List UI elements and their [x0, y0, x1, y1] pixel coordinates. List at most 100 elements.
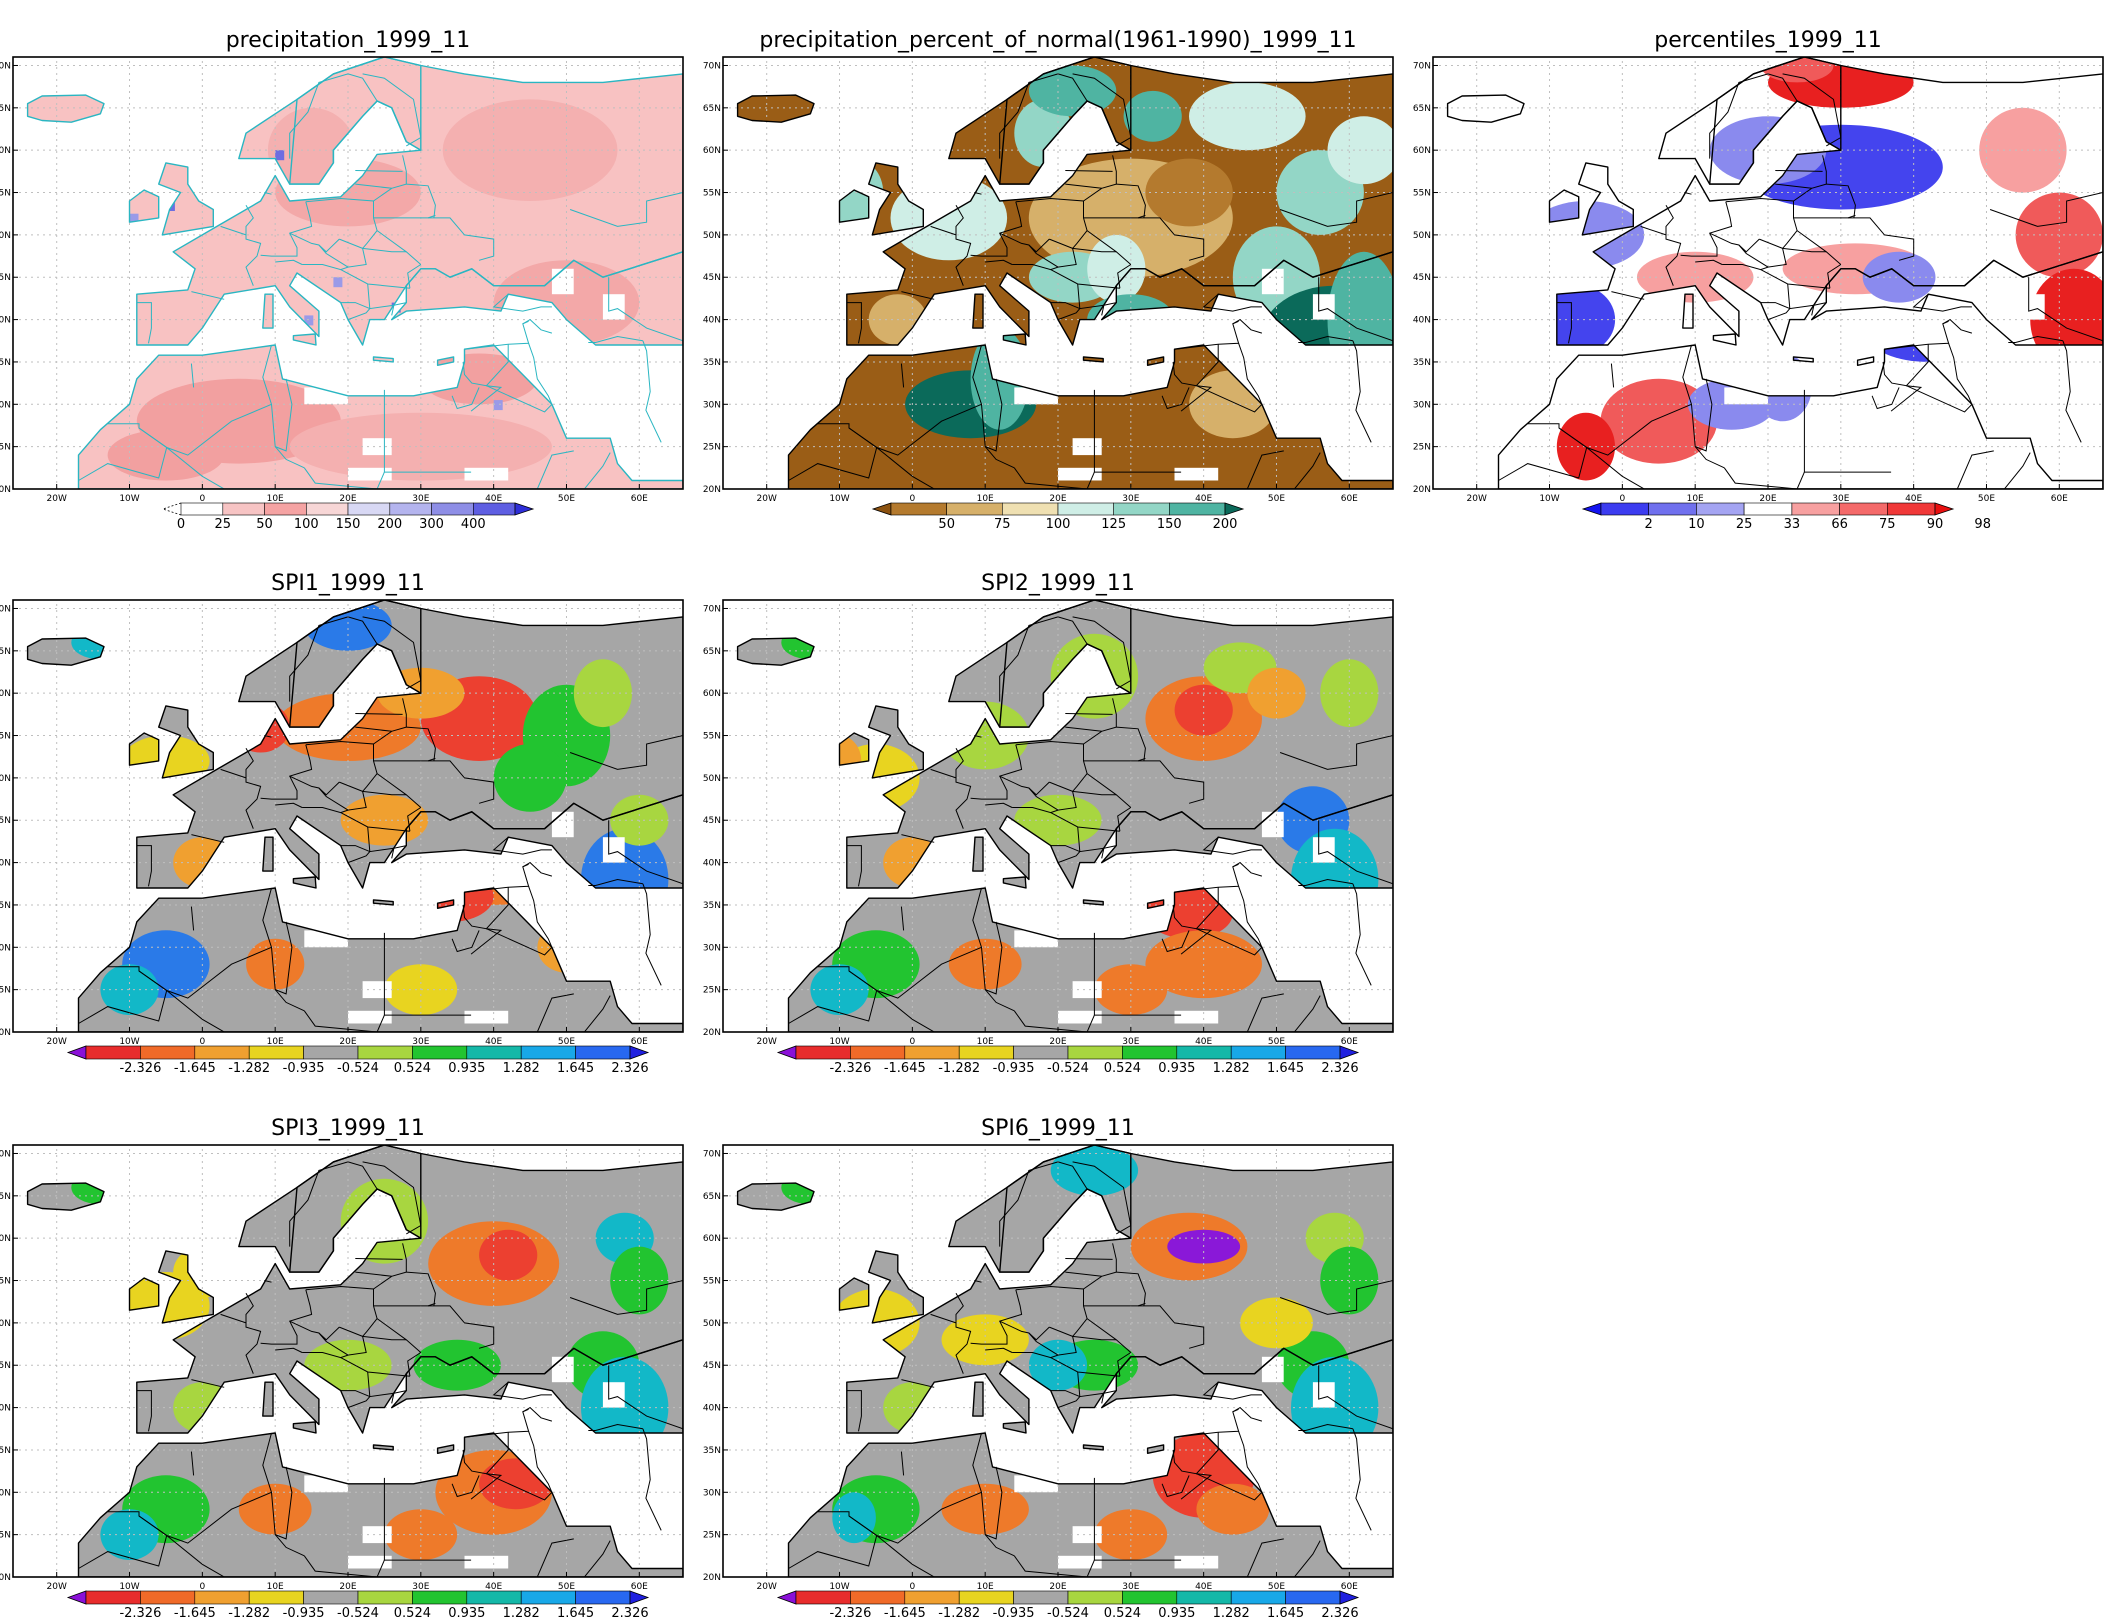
country-border — [788, 1515, 878, 1569]
colorbar-swatch — [303, 1045, 359, 1060]
colorbar-swatch — [357, 1590, 413, 1605]
field-blob — [107, 429, 225, 481]
lat-label: 25N — [703, 986, 721, 996]
colorbar: 0 25 50 100 150 200 300 400 — [161, 502, 535, 532]
country-border — [492, 836, 552, 855]
field-blob — [1320, 659, 1379, 728]
field-blob — [1600, 378, 1718, 464]
colorbar-label: 1.282 — [1213, 1606, 1250, 1620]
country-border — [1906, 385, 1973, 413]
colorbar-swatch — [575, 1045, 631, 1060]
colorbar-label: -1.282 — [228, 1061, 270, 1076]
data-gap — [1312, 837, 1335, 863]
country-border — [1050, 302, 1081, 321]
colorbar-label: 0.935 — [1158, 1606, 1195, 1620]
colorbar-swatch — [1122, 1045, 1178, 1060]
colorbar-label: -1.645 — [884, 1061, 926, 1076]
colorbar: -2.326 -1.645 -1.282 -0.935 -0.524 0.524 0.935… — [66, 1590, 650, 1620]
country-border — [1890, 385, 1923, 412]
country-border — [900, 906, 905, 931]
lat-label: 50N — [703, 231, 721, 241]
country-border — [901, 1379, 935, 1388]
colorbar-label: 2.326 — [611, 1606, 648, 1620]
lon-label: 60E — [1341, 1582, 1358, 1592]
country-border — [536, 450, 574, 489]
country-border — [583, 995, 611, 1032]
country-border — [536, 1538, 574, 1577]
map-title: precipitation_1999_11 — [226, 28, 471, 53]
colorbar-low-arrow — [871, 502, 892, 516]
lon-label: 10E — [977, 1582, 994, 1592]
country-border — [1180, 385, 1213, 412]
colorbar-label: 98 — [1974, 517, 1991, 532]
country-border — [407, 264, 422, 289]
colorbar-swatch — [1067, 1045, 1123, 1060]
colorbar-swatch — [904, 1590, 960, 1605]
country-border — [470, 928, 503, 955]
lon-label: 60E — [631, 494, 648, 504]
country-border — [876, 990, 936, 1032]
field-blob — [941, 1314, 1029, 1366]
colorbar-swatch — [1648, 502, 1697, 516]
country-border — [355, 183, 392, 189]
country-border — [1049, 230, 1088, 249]
country-border — [406, 726, 436, 761]
lat-label: 35N — [703, 1446, 721, 1456]
country-border — [191, 1379, 225, 1388]
country-border — [2003, 452, 2031, 489]
lat-label: 40N — [0, 859, 11, 869]
country-border — [876, 1535, 936, 1577]
country-border — [362, 616, 422, 690]
lat-label: 35N — [0, 358, 11, 368]
colorbar-label: -2.326 — [829, 1606, 871, 1620]
lon-label: 50E — [1268, 1582, 1285, 1592]
lat-label: 25N — [703, 1531, 721, 1541]
colorbar-swatch — [1743, 502, 1793, 516]
country-border — [1238, 1431, 1263, 1493]
colorbar-label: 25 — [215, 517, 232, 532]
lat-label: 45N — [0, 816, 11, 826]
coastline — [262, 293, 274, 329]
lon-label: 30E — [1122, 1037, 1139, 1047]
country-border — [191, 834, 225, 843]
country-border — [1684, 192, 1692, 195]
lat-label: 70N — [703, 604, 721, 614]
country-border — [166, 1535, 226, 1577]
colorbar-swatch — [904, 1045, 960, 1060]
colorbar: -2.326 -1.645 -1.282 -0.935 -0.524 0.524 0.935… — [776, 1590, 1360, 1620]
lon-label: 10E — [1687, 494, 1704, 504]
country-border — [428, 1305, 495, 1349]
lon-label: 40E — [1195, 1037, 1212, 1047]
lon-label: 20W — [47, 1582, 67, 1592]
country-border — [1172, 344, 1219, 387]
coastline — [136, 57, 683, 346]
country-border — [1787, 283, 1827, 310]
data-gap — [1884, 467, 1929, 481]
lat-label: 25N — [0, 1531, 11, 1541]
data-gap — [551, 1356, 574, 1383]
country-border — [1232, 861, 1263, 877]
lon-label: 60E — [1341, 1037, 1358, 1047]
country-border — [1610, 363, 1615, 388]
map-panel-spi3: 70N 65N 60N 55N 50N 45N 40N 35N 30N 25N 20N 20W 10W 0… — [0, 1116, 684, 1620]
colorbar-high-arrow — [1934, 502, 1955, 516]
field-blob — [1050, 1145, 1139, 1196]
country-border — [137, 845, 152, 887]
country-border — [260, 744, 313, 800]
country-border — [2028, 277, 2103, 342]
country-border — [901, 291, 935, 300]
country-border — [955, 747, 964, 778]
country-border — [1796, 471, 1805, 489]
country-border — [972, 1432, 1015, 1557]
country-border — [1050, 845, 1081, 864]
coastline — [157, 162, 215, 236]
country-border — [1072, 790, 1117, 796]
lon-label: 40E — [485, 1582, 502, 1592]
country-border — [1180, 928, 1213, 955]
field-spot — [129, 213, 139, 224]
country-border — [302, 807, 349, 814]
lat-label: 30N — [0, 400, 11, 410]
country-border — [1318, 820, 1393, 885]
country-border — [262, 1432, 305, 1557]
country-border — [1882, 344, 1929, 387]
